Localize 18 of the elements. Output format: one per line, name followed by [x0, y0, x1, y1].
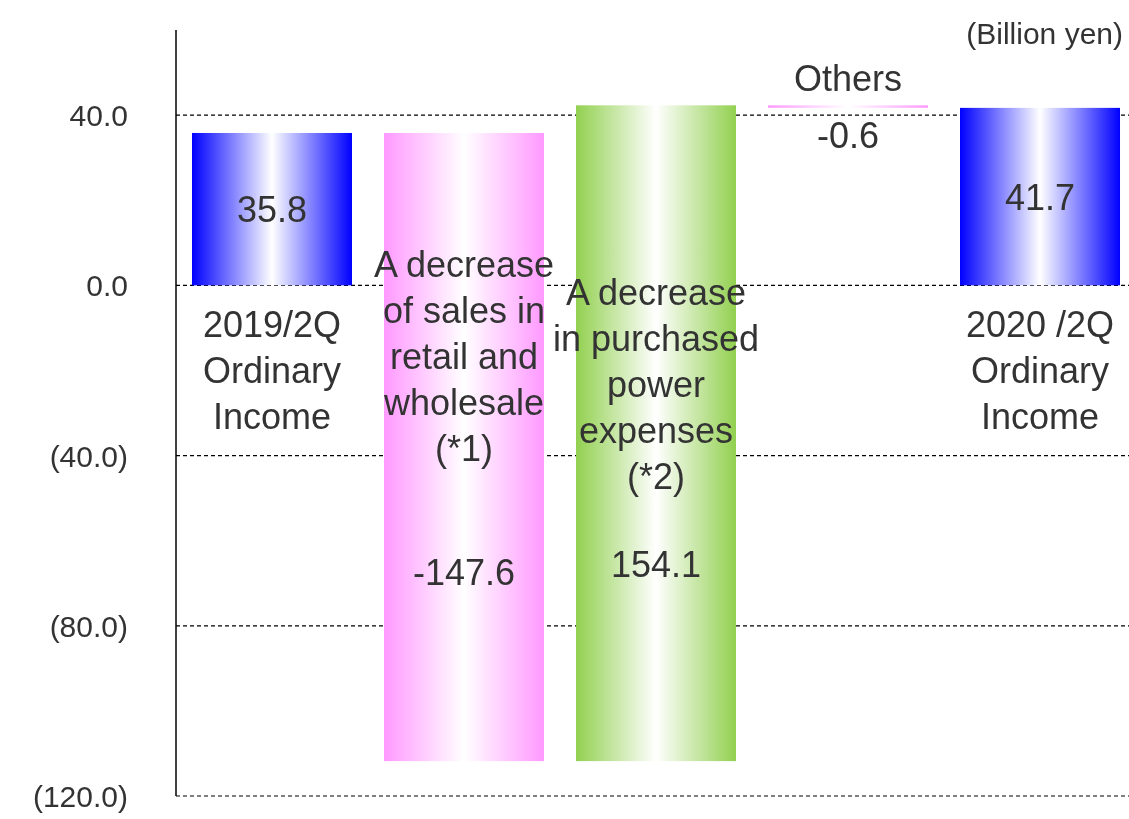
data-label: -147.6	[412, 552, 516, 594]
bar	[768, 105, 928, 108]
x-tick-label: A decrease of sales in retail and wholesale (*1)	[373, 244, 555, 470]
x-tick-label: Others	[793, 58, 903, 100]
y-tick-label: 40.0	[69, 99, 128, 133]
data-label: 41.7	[1004, 176, 1076, 218]
data-label: 35.8	[236, 189, 308, 231]
x-tick-label: 2019/2Q Ordinary Income	[202, 304, 342, 438]
y-tick-label: (120.0)	[32, 780, 128, 813]
annotation: (Billion yen)	[966, 17, 1123, 50]
data-label: -0.6	[816, 114, 880, 156]
bar	[191, 132, 352, 286]
y-tick-label: (80.0)	[49, 609, 128, 643]
x-tick-label: 2020 /2Q Ordinary Income	[965, 304, 1115, 438]
bar	[960, 107, 1121, 286]
y-tick-label: (40.0)	[49, 439, 128, 473]
data-label: 154.1	[610, 544, 702, 586]
y-tick-label: 0.0	[86, 269, 128, 303]
